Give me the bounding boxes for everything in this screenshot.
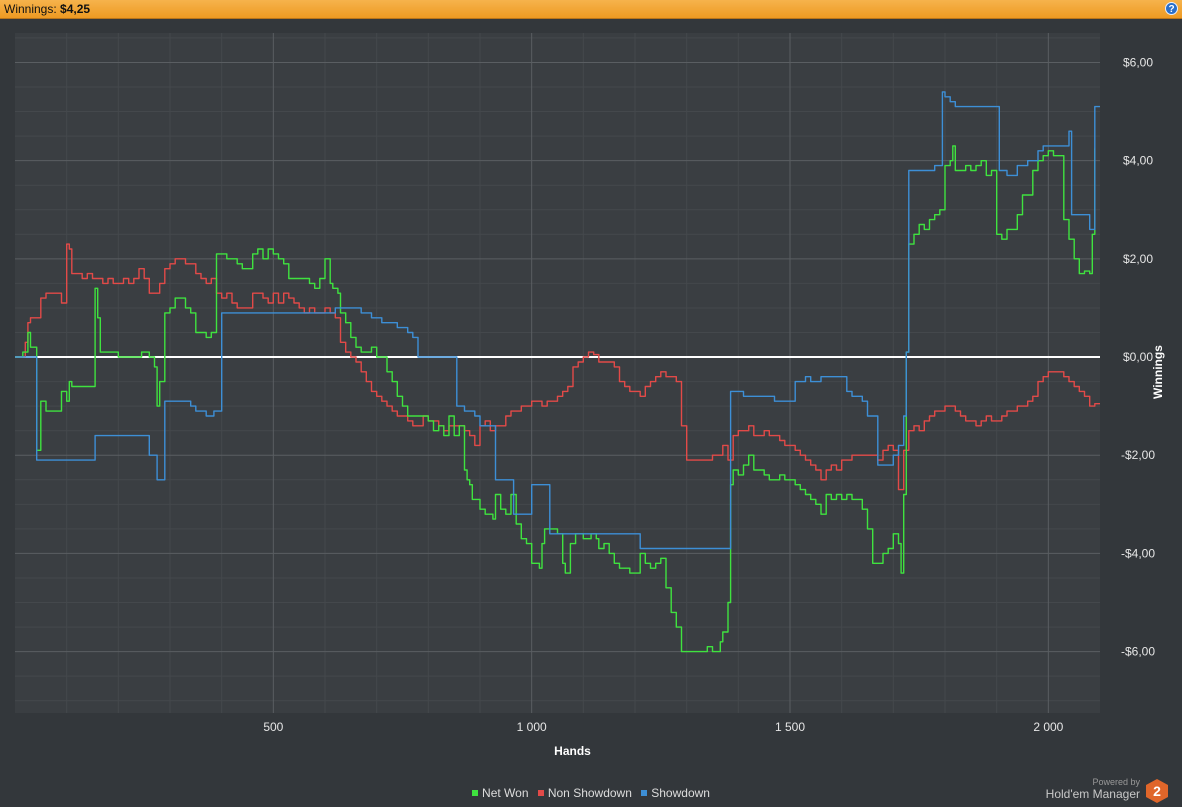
series-layer <box>15 91 1100 653</box>
grid-minor <box>15 33 1100 713</box>
powered-by-branding: Powered by Hold'em Manager <box>1046 777 1140 801</box>
legend-label-non-showdown: Non Showdown <box>547 786 632 800</box>
legend-swatch-non-showdown <box>537 790 544 796</box>
legend-label-net-won: Net Won <box>482 786 529 800</box>
y-tick-label: -$2,00 <box>1121 448 1155 462</box>
y-tick-label: $4,00 <box>1123 154 1153 168</box>
y-axis-label: Winnings <box>1151 345 1165 399</box>
x-axis-label: Hands <box>554 744 591 758</box>
hm2-logo-text: 2 <box>1153 783 1161 799</box>
series-line-non-showdown <box>15 243 1100 491</box>
legend: Net Won Non Showdown Showdown <box>0 786 1182 800</box>
hm2-logo-icon: 2 <box>1146 779 1168 803</box>
x-tick-label: 1 500 <box>775 720 805 734</box>
grid-major <box>15 33 1100 713</box>
winnings-header-bar: Winnings: $4,25 ? <box>0 0 1182 19</box>
legend-swatch-showdown <box>641 790 648 796</box>
y-axis-ticks: $6,00 $4,00 $2,00 $0,00 -$2,00 -$4,00 -$6,00 <box>1121 55 1155 658</box>
y-tick-label: $0,00 <box>1123 350 1153 364</box>
winnings-value: $4,25 <box>60 2 91 16</box>
y-tick-label: $2,00 <box>1123 252 1153 266</box>
y-tick-label: -$4,00 <box>1121 546 1155 560</box>
legend-item-net-won[interactable]: Net Won <box>472 786 529 800</box>
winnings-label: Winnings: <box>4 2 57 16</box>
winnings-chart: 500 1 000 1 500 2 000 $6,00 $4,00 $2,00 $0,00 -… <box>15 33 1165 758</box>
x-tick-label: 500 <box>263 720 283 734</box>
x-tick-label: 1 000 <box>517 720 547 734</box>
x-axis-ticks: 500 1 000 1 500 2 000 <box>263 720 1063 734</box>
y-tick-label: -$6,00 <box>1121 645 1155 659</box>
legend-item-showdown[interactable]: Showdown <box>641 786 710 800</box>
plot-area <box>15 33 1100 713</box>
legend-label-showdown: Showdown <box>651 786 710 800</box>
product-name: Hold'em Manager <box>1045 787 1140 801</box>
series-line-showdown <box>15 91 1100 550</box>
help-icon[interactable]: ? <box>1165 2 1178 15</box>
x-tick-label: 2 000 <box>1033 720 1063 734</box>
legend-item-non-showdown[interactable]: Non Showdown <box>537 786 632 800</box>
powered-by-text: Powered by <box>1092 777 1140 787</box>
y-tick-label: $6,00 <box>1123 55 1153 69</box>
legend-swatch-net-won <box>472 790 479 796</box>
winnings-summary: Winnings: $4,25 <box>4 0 90 18</box>
